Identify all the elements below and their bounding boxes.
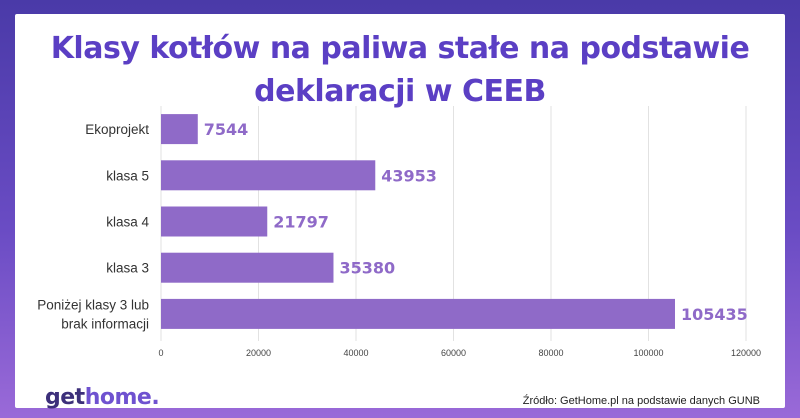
bar-chart: 0 20000 40000 60000 80000 100000 120000 Ekoproj… — [37, 106, 761, 358]
x-tick-label: 40000 — [343, 348, 368, 358]
logo-home: home — [84, 385, 152, 410]
category-label: Poniżej klasy 3 lub — [37, 297, 149, 312]
bar — [161, 298, 675, 329]
logo-dot: . — [151, 385, 160, 410]
category-label: brak informacji — [61, 316, 149, 331]
category-label: klasa 5 — [106, 168, 149, 183]
x-tick-label: 20000 — [246, 348, 271, 358]
value-label: 21797 — [273, 213, 329, 232]
chart-card: Klasy kotłów na paliwa stałe na podstawi… — [15, 14, 785, 410]
bar — [161, 160, 376, 191]
x-tick-label: 120000 — [731, 348, 761, 358]
chart-title-line-2: deklaracji w CEEB — [254, 74, 546, 109]
x-tick-label: 80000 — [538, 348, 563, 358]
value-label: 7544 — [204, 120, 249, 139]
x-tick-label: 100000 — [633, 348, 663, 358]
value-label: 105435 — [681, 305, 748, 324]
gethome-logo: gethome. — [45, 385, 160, 410]
category-label: Ekoprojekt — [85, 122, 149, 137]
x-tick-label: 60000 — [441, 348, 466, 358]
logo-get: get — [45, 385, 85, 410]
category-label: klasa 4 — [106, 215, 149, 230]
value-label: 35380 — [339, 259, 395, 278]
x-tick-label: 0 — [158, 348, 163, 358]
chart-title-line-1: Klasy kotłów na paliwa stałe na podstawi… — [50, 31, 750, 66]
bar — [161, 206, 268, 237]
bar — [161, 114, 198, 145]
value-label: 43953 — [381, 166, 437, 185]
category-label: klasa 3 — [106, 261, 149, 276]
source-note: Źródło: GetHome.pl na podstawie danych G… — [522, 395, 760, 407]
bar — [161, 252, 334, 283]
